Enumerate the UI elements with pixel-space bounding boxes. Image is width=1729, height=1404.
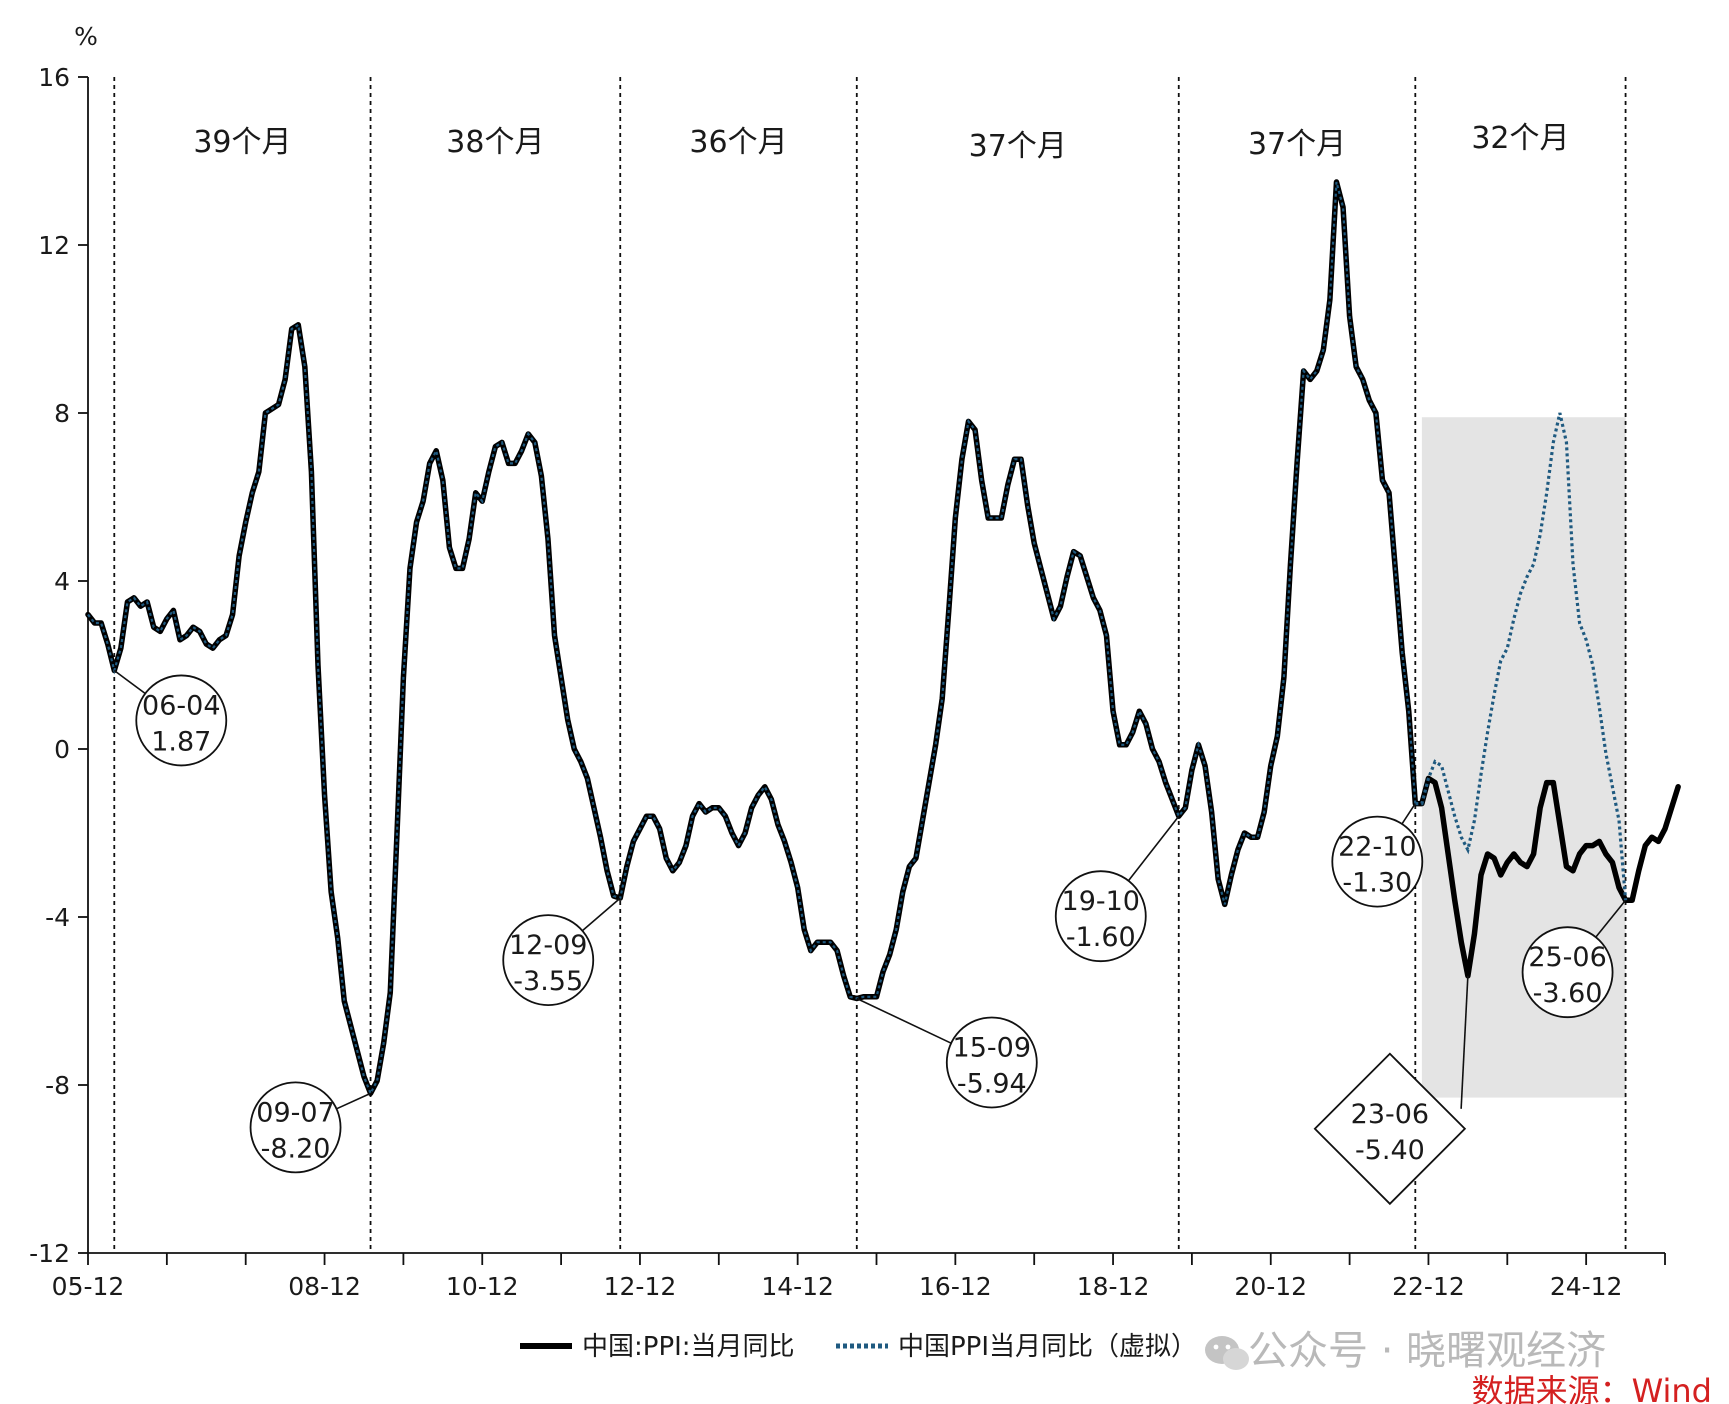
- annotation-date: 23-06: [1351, 1099, 1429, 1130]
- legend-label-ppi-virtual: 中国PPI当月同比（虚拟）: [898, 1332, 1197, 1362]
- annotation-date: 06-04: [142, 690, 220, 721]
- annotation-circle: [249, 1081, 342, 1174]
- y-tick-label: 4: [54, 567, 70, 596]
- y-tick-label: 8: [54, 399, 70, 428]
- annotation-date: 15-09: [953, 1032, 1031, 1063]
- annotation-circle: [945, 1016, 1038, 1109]
- annotation-date: 19-10: [1062, 886, 1140, 917]
- x-tick-label: 05-12: [52, 1272, 125, 1301]
- x-tick-label: 20-12: [1234, 1272, 1307, 1301]
- period-label: 36个月: [689, 125, 787, 160]
- legend: 中国:PPI:当月同比 中国PPI当月同比（虚拟）: [520, 1332, 1197, 1362]
- period-label: 39个月: [193, 125, 291, 160]
- y-tick-label: 12: [38, 231, 70, 260]
- annotation-value: 1.87: [151, 726, 211, 757]
- annotation-value: -3.55: [513, 966, 583, 997]
- x-tick-label: 08-12: [288, 1272, 361, 1301]
- watermark-text: 公众号 · 晓曙观经济: [1248, 1328, 1606, 1374]
- annotation-value: -1.60: [1066, 922, 1136, 953]
- watermark: 公众号 · 晓曙观经济: [1205, 1328, 1606, 1374]
- annotation-value: -5.40: [1355, 1135, 1425, 1166]
- period-label: 37个月: [1248, 127, 1346, 162]
- period-label-layer: 39个月 38个月 36个月 37个月 37个月 32个月: [193, 121, 1569, 164]
- annotation-circle: [1054, 870, 1147, 963]
- annotation-layer: 06-041.8709-07-8.2012-09-3.5515-09-5.941…: [113, 669, 1627, 1206]
- source-note: 数据来源：Wind: [1472, 1372, 1712, 1404]
- annotation-callout: 22-10 -1.30: [1331, 803, 1424, 908]
- y-tick-label: -4: [45, 903, 70, 932]
- period-label: 37个月: [969, 129, 1067, 164]
- annotation-leader: [113, 669, 146, 695]
- annotation-value: -1.30: [1342, 868, 1412, 899]
- wechat-icon: [1205, 1336, 1249, 1370]
- annotation-callout: 19-10 -1.60: [1054, 815, 1180, 963]
- x-tick-label: 10-12: [446, 1272, 519, 1301]
- annotation-circle: [502, 914, 595, 1006]
- period-label: 38个月: [446, 125, 544, 160]
- x-tick-label: 16-12: [919, 1272, 992, 1301]
- annotation-date: 25-06: [1528, 942, 1606, 973]
- y-tick-label: 0: [54, 735, 70, 764]
- annotation-callout: 15-09 -5.94: [856, 997, 1038, 1109]
- annotation-value: -5.94: [957, 1068, 1027, 1099]
- x-tick-label: 22-12: [1392, 1272, 1465, 1301]
- annotation-leader: [1401, 803, 1416, 825]
- axes: %16 12 8 4 0 -4 -8 -12 05-12 08-12 10-12 12-12 14-12…: [29, 22, 1666, 1301]
- annotation-leader: [1127, 815, 1180, 882]
- annotation-leader: [336, 1092, 371, 1110]
- annotation-date: 12-09: [509, 930, 587, 961]
- annotation-date: 22-10: [1338, 832, 1416, 863]
- annotation-callout: 09-07 -8.20: [249, 1081, 371, 1174]
- x-tick-label: 14-12: [761, 1272, 834, 1301]
- x-tick-label: 12-12: [604, 1272, 677, 1301]
- legend-label-ppi-actual: 中国:PPI:当月同比: [582, 1332, 795, 1362]
- series-layer: [85, 179, 1681, 1097]
- annotation-callout: 23-06 -5.40: [1313, 975, 1469, 1206]
- series-line-ppi-virtual: [1415, 412, 1628, 901]
- y-tick-label: -12: [29, 1239, 70, 1268]
- x-tick-label: 24-12: [1550, 1272, 1623, 1301]
- annotation-diamond: [1313, 1052, 1467, 1206]
- annotation-leader: [1595, 899, 1627, 938]
- annotation-leader: [856, 997, 952, 1044]
- annotation-leader: [1460, 975, 1469, 1109]
- y-axis-unit: %: [74, 22, 98, 51]
- annotation-leader: [581, 897, 621, 932]
- annotation-date: 09-07: [256, 1097, 334, 1128]
- annotation-value: -8.20: [261, 1133, 331, 1164]
- annotation-callout: 12-09 -3.55: [502, 897, 621, 1006]
- annotation-circle: [1331, 815, 1424, 908]
- annotation-value: -3.60: [1533, 978, 1603, 1009]
- period-label: 32个月: [1471, 121, 1569, 156]
- y-tick-label: 16: [38, 63, 70, 92]
- series-overlay-dotted: [87, 181, 1417, 1097]
- y-tick-label: -8: [45, 1071, 70, 1100]
- period-divider-layer: [113, 77, 1627, 1253]
- annotation-callout: 25-06 -3.60: [1521, 899, 1627, 1019]
- annotation-circle: [1521, 926, 1614, 1019]
- annotation-circle: [135, 674, 228, 767]
- x-tick-label: 18-12: [1077, 1272, 1150, 1301]
- annotation-callout: 06-04 1.87: [113, 669, 228, 767]
